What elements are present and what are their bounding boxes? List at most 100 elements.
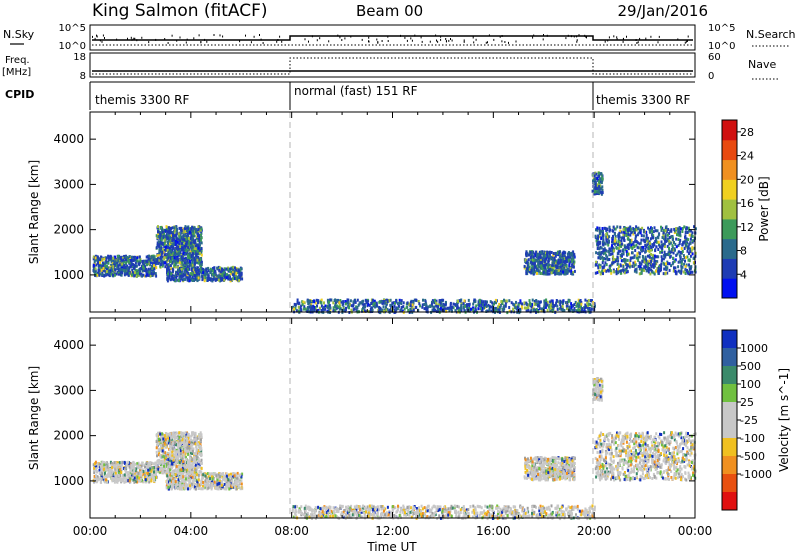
echo-cell — [133, 266, 135, 270]
echo-cell — [123, 476, 126, 480]
echo-cell — [544, 254, 546, 258]
echo-cell — [503, 298, 505, 302]
y-tick-label: 4000 — [53, 132, 84, 146]
echo-cell — [565, 304, 568, 308]
echo-cell — [181, 269, 183, 273]
echo-cell — [198, 237, 201, 241]
echo-cell — [421, 303, 424, 307]
echo-cell — [170, 274, 173, 278]
echo-cell — [545, 302, 548, 305]
echo-cell — [232, 270, 235, 274]
echo-cell — [556, 304, 559, 308]
echo-cell — [311, 300, 314, 303]
echo-cell — [631, 242, 634, 246]
echo-cell — [641, 268, 644, 272]
echo-cell — [657, 240, 660, 244]
echo-cell — [334, 305, 337, 309]
echo-cell — [639, 231, 642, 235]
echo-cell — [625, 268, 628, 272]
echo-cell — [185, 237, 188, 241]
echo-cell — [397, 302, 399, 306]
echo-cell — [235, 272, 238, 275]
echo-cell — [186, 265, 189, 269]
echo-cell — [484, 300, 487, 304]
echo-cell — [627, 232, 630, 236]
echo-cell — [167, 256, 170, 260]
echo-cell — [105, 256, 108, 260]
echo-cell — [566, 270, 569, 274]
echo-cell — [381, 301, 384, 305]
echo-cell — [629, 225, 632, 229]
echo-cell — [300, 304, 303, 308]
echo-cell — [544, 305, 547, 309]
echo-cell — [369, 307, 372, 311]
echo-cell — [595, 187, 598, 190]
echo-cell — [373, 299, 376, 303]
echo-cell — [684, 256, 687, 259]
echo-cell — [136, 480, 138, 484]
echo-cell — [240, 271, 243, 275]
echo-cell — [172, 246, 175, 250]
echo-cell — [142, 470, 145, 473]
echo-cell — [217, 275, 220, 279]
echo-cell — [609, 269, 612, 273]
echo-cell — [626, 263, 629, 267]
echo-cell — [229, 270, 232, 273]
echo-cell — [638, 267, 641, 271]
echo-cell — [562, 266, 565, 270]
echo-cell — [192, 232, 195, 236]
echo-cell — [104, 261, 107, 265]
echo-cell — [222, 278, 224, 281]
echo-cell — [425, 302, 428, 306]
echo-cell — [364, 305, 366, 309]
echo-cell — [183, 241, 186, 245]
echo-cell — [150, 476, 153, 480]
echo-cell — [159, 237, 162, 241]
echo-cell — [675, 237, 678, 241]
echo-cell — [673, 259, 676, 263]
echo-cell — [539, 266, 542, 270]
echo-cell — [151, 274, 154, 277]
echo-cell — [190, 234, 193, 238]
echo-cell — [635, 240, 638, 243]
colorbar-swatch — [722, 218, 737, 240]
echo-cell — [646, 259, 649, 263]
echo-cell — [604, 227, 607, 230]
echo-cell — [650, 268, 653, 272]
y-tick-label: 1000 — [53, 268, 84, 282]
echo-cell — [557, 266, 560, 270]
echo-cell — [544, 266, 547, 270]
echo-cell — [666, 238, 669, 242]
echo-cell — [683, 262, 686, 266]
echo-cell — [302, 300, 305, 304]
nsearch-tick-bottom: 10^0 — [708, 41, 735, 52]
echo-cell — [611, 244, 613, 248]
echo-cell — [599, 272, 602, 276]
echo-cell — [184, 234, 187, 238]
echo-cell — [365, 300, 368, 304]
echo-cell — [548, 272, 551, 276]
echo-cell — [681, 227, 684, 230]
echo-cell — [603, 269, 606, 273]
echo-cell — [384, 305, 387, 309]
echo-cell — [552, 253, 555, 257]
echo-cell — [662, 231, 665, 235]
echo-cell — [104, 266, 107, 270]
echo-cell — [153, 260, 156, 264]
echo-cell — [629, 241, 632, 245]
colorbar-swatch — [722, 238, 737, 259]
echo-cell — [533, 308, 535, 312]
echo-cell — [153, 255, 156, 259]
echo-cell — [172, 251, 175, 255]
echo-cell — [95, 477, 98, 481]
echo-cell — [177, 279, 180, 283]
echo-cell — [515, 300, 517, 304]
echo-cell — [303, 305, 306, 309]
echo-cell — [234, 266, 236, 270]
colorbar-tick-label: 8 — [740, 245, 747, 258]
echo-cell — [194, 261, 197, 265]
echo-cell — [198, 272, 201, 276]
echo-cell — [145, 465, 148, 468]
echo-cell — [566, 267, 569, 271]
